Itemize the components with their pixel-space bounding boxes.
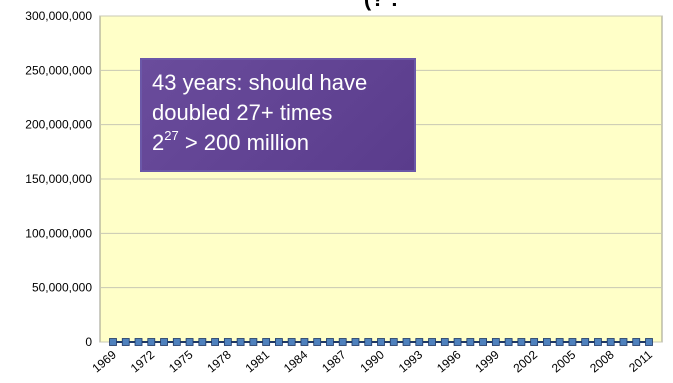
annotation-base: 2 <box>152 130 165 155</box>
data-point <box>632 338 641 346</box>
data-point <box>313 338 322 346</box>
x-tick-label: 2008 <box>587 347 617 375</box>
data-point <box>568 338 577 346</box>
data-point <box>415 338 424 346</box>
y-tick-label: 150,000,000 <box>25 172 92 186</box>
data-point <box>134 338 143 346</box>
x-tick-label: 2005 <box>549 347 579 375</box>
x-tick-label: 1993 <box>396 347 426 375</box>
data-point <box>606 338 615 346</box>
data-point <box>236 338 245 346</box>
data-point <box>517 338 526 346</box>
x-tick-label: 1978 <box>204 347 234 375</box>
annotation-exponent: 27 <box>164 127 179 143</box>
data-point <box>543 338 551 346</box>
series-markers <box>109 338 653 346</box>
y-tick-label: 50,000,000 <box>32 281 92 295</box>
x-tick-label: 1990 <box>357 347 387 375</box>
x-tick-label: 1975 <box>166 347 196 375</box>
data-point <box>594 338 602 346</box>
data-point <box>351 338 360 346</box>
data-point <box>377 338 385 346</box>
data-point <box>172 338 181 346</box>
data-point <box>121 338 130 346</box>
data-point <box>402 338 411 346</box>
data-point <box>479 338 487 346</box>
data-point <box>223 338 232 346</box>
data-point <box>389 338 398 346</box>
data-point <box>338 338 347 346</box>
data-point <box>364 338 373 346</box>
data-point <box>198 338 207 346</box>
data-point <box>287 338 296 346</box>
y-tick-label: 200,000,000 <box>25 118 92 132</box>
data-point <box>619 338 628 346</box>
chart-title: (? : <box>364 0 398 11</box>
x-tick-label: 1972 <box>128 347 158 375</box>
x-tick-label: 1969 <box>89 347 119 375</box>
data-point <box>530 338 539 346</box>
data-point <box>160 338 168 346</box>
data-point <box>440 338 449 346</box>
data-point <box>185 338 194 346</box>
y-tick-label: 100,000,000 <box>25 226 92 240</box>
data-point <box>147 338 156 346</box>
data-point <box>504 338 513 346</box>
data-point <box>109 338 117 346</box>
annotation-line-1: 43 years: should have <box>152 70 368 95</box>
annotation-box: 43 years: should have doubled 27+ times … <box>140 58 416 172</box>
x-tick-label: 1999 <box>472 347 502 375</box>
x-tick-label: 1996 <box>434 347 464 375</box>
x-tick-label: 1981 <box>243 347 273 375</box>
data-point <box>555 338 564 346</box>
data-point <box>453 338 462 346</box>
x-tick-label: 2011 <box>626 347 655 375</box>
y-axis: 0 50,000,000 100,000,000 150,000,000 200,000… <box>25 9 92 349</box>
data-point <box>262 338 271 346</box>
x-tick-label: 1984 <box>281 347 311 375</box>
annotation-line-3: 227 > 200 million <box>152 128 414 158</box>
data-point <box>645 338 653 346</box>
data-point <box>300 338 309 346</box>
y-tick-label: 0 <box>85 335 92 349</box>
x-axis: 1969 1972 1975 1978 1981 1984 1987 1990 1993 1996… <box>89 347 655 375</box>
data-point <box>275 338 283 346</box>
annotation-rest: > 200 million <box>178 130 309 155</box>
data-point <box>581 338 590 346</box>
data-point <box>211 338 219 346</box>
data-point <box>466 338 475 346</box>
x-tick-label: 2002 <box>511 347 541 375</box>
title-text: (? : <box>364 0 398 11</box>
data-point <box>428 338 436 346</box>
y-tick-label: 250,000,000 <box>25 63 92 77</box>
data-point <box>326 338 334 346</box>
annotation-line-2: doubled 27+ times <box>152 100 333 125</box>
y-tick-label: 300,000,000 <box>25 9 92 23</box>
x-tick-label: 1987 <box>319 347 349 375</box>
data-point <box>249 338 258 346</box>
data-point <box>491 338 500 346</box>
